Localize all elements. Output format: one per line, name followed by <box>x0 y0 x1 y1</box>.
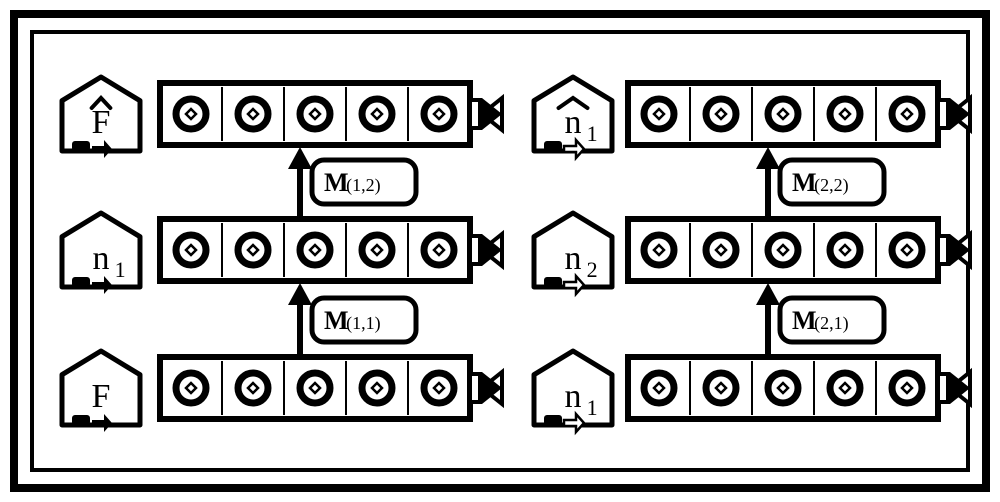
box-terminator <box>470 98 502 130</box>
pentagon-label: F <box>92 378 111 415</box>
pentagon-label: F <box>92 104 111 141</box>
matrix-label: M(2,1) <box>780 298 884 342</box>
layer-box <box>628 357 970 419</box>
layer-box <box>160 219 502 281</box>
box-terminator <box>938 98 970 130</box>
box-terminator <box>938 234 970 266</box>
matrix-label-args: (1,1) <box>346 313 381 334</box>
box-terminator <box>938 372 970 404</box>
matrix-label: M(2,2) <box>780 160 884 204</box>
pentagon-label: n <box>565 240 582 277</box>
matrix-label-text: M <box>792 306 817 335</box>
matrix-label-args: (2,1) <box>814 313 849 334</box>
box-terminator <box>470 372 502 404</box>
layer-box <box>628 83 970 145</box>
pentagon-label-sub: 1 <box>587 395 598 420</box>
matrix-label: M(1,1) <box>312 298 416 342</box>
pentagon-label: n <box>565 104 582 141</box>
layer-box <box>160 357 502 419</box>
layer-box <box>628 219 970 281</box>
pentagon-label-sub: 1 <box>587 121 598 146</box>
matrix-label: M(1,2) <box>312 160 416 204</box>
matrix-label-args: (1,2) <box>346 175 381 196</box>
box-terminator <box>470 234 502 266</box>
matrix-label-args: (2,2) <box>814 175 849 196</box>
matrix-label-text: M <box>324 306 349 335</box>
pentagon-label-sub: 1 <box>115 257 126 282</box>
pentagon-label: n <box>565 378 582 415</box>
layer-box <box>160 83 502 145</box>
matrix-label-text: M <box>792 168 817 197</box>
pentagon-label-sub: 2 <box>587 257 598 282</box>
pentagon-label: n <box>93 240 110 277</box>
matrix-label-text: M <box>324 168 349 197</box>
